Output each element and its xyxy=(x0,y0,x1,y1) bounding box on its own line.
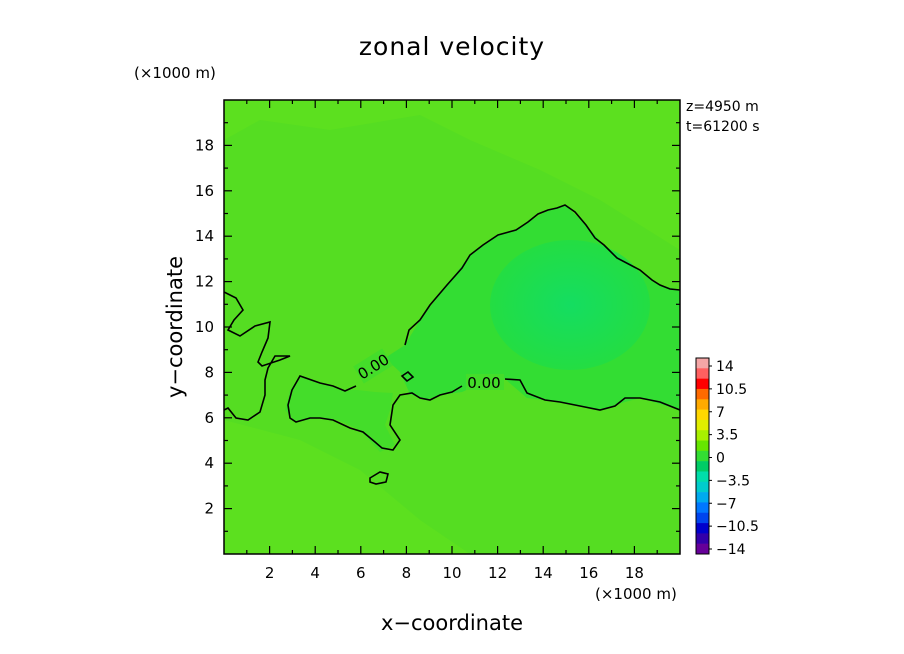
y-tick-label: 16 xyxy=(195,182,214,200)
field-patch-positive xyxy=(224,420,470,554)
x-axis-title: x−coordinate xyxy=(381,611,523,635)
colorbar-swatch xyxy=(696,430,709,441)
colorbar-label: 10.5 xyxy=(716,382,747,398)
y-tick-label: 2 xyxy=(204,500,214,518)
y-tick-label: 6 xyxy=(204,409,214,427)
x-axis: 2 4 6 8 10 12 14 16 18 xyxy=(246,100,658,582)
y-tick-label: 12 xyxy=(195,273,214,291)
colorbar-swatch xyxy=(696,543,709,555)
colorbar-label: −10.5 xyxy=(716,519,759,535)
chart-title: zonal velocity xyxy=(359,32,545,61)
colorbar-label: 0 xyxy=(716,451,725,467)
contour-line-mid xyxy=(287,375,463,451)
colorbar-swatch xyxy=(696,471,709,483)
x-axis-unit: (×1000 m) xyxy=(595,585,677,603)
field-patch-positive xyxy=(224,100,680,250)
colorbar-swatch xyxy=(696,512,709,524)
contour-line-lower xyxy=(504,378,680,411)
colorbar-swatch xyxy=(696,461,709,472)
contour-line-small-loop xyxy=(369,471,389,485)
colorbar-swatch xyxy=(696,419,709,431)
heatmap-field: 0.00 0.00 xyxy=(224,100,680,554)
colorbar-label: 14 xyxy=(716,359,734,375)
colorbar-swatch xyxy=(696,399,709,410)
colorbar-swatch xyxy=(696,409,709,421)
y-tick-label: 10 xyxy=(195,318,214,336)
x-tick-label: 18 xyxy=(625,564,644,582)
colorbar-swatch xyxy=(696,481,709,493)
colorbar-swatch xyxy=(696,440,709,452)
colorbar-swatch xyxy=(696,368,709,379)
colorbar-swatch xyxy=(696,358,709,369)
colorbar-swatch xyxy=(696,388,709,400)
contour-label: 0.00 xyxy=(467,374,500,392)
field-core-negative xyxy=(490,240,650,370)
x-tick-label: 16 xyxy=(579,564,598,582)
colorbar-swatch xyxy=(696,523,709,534)
y-axis-title: y−coordinate xyxy=(163,256,187,398)
colorbar-swatch xyxy=(696,533,709,544)
x-tick-label: 2 xyxy=(265,564,275,582)
x-tick-label: 8 xyxy=(402,564,412,582)
colorbar-swatch xyxy=(696,378,709,390)
contour-line-main xyxy=(404,204,680,346)
colorbar: 14 10.5 7 3.5 0 −3.5 −7 −10.5 −14 xyxy=(695,357,759,558)
x-tick-label: 12 xyxy=(488,564,507,582)
colorbar-swatch xyxy=(696,450,709,462)
contour-line-small-loop xyxy=(400,370,415,383)
y-tick-label: 4 xyxy=(204,454,214,472)
colorbar-label: 7 xyxy=(716,405,725,421)
colorbar-label: −3.5 xyxy=(716,473,750,489)
annotation-t: t=61200 s xyxy=(686,119,760,135)
colorbar-label: 3.5 xyxy=(716,428,738,444)
annotation-z: z=4950 m xyxy=(686,99,759,115)
colorbar-swatch xyxy=(696,502,709,514)
colorbar-frame xyxy=(695,357,710,555)
colorbar-label: −7 xyxy=(716,496,737,512)
x-tick-label: 4 xyxy=(310,564,320,582)
y-tick-label: 8 xyxy=(204,363,214,381)
colorbar-label: −14 xyxy=(716,542,746,558)
y-axis: 2 4 6 8 10 12 14 16 18 xyxy=(195,122,680,532)
y-tick-label: 14 xyxy=(195,227,214,245)
field-region-negative xyxy=(285,376,395,452)
y-axis-unit: (×1000 m) xyxy=(134,64,216,82)
y-tick-label: 18 xyxy=(195,136,214,154)
x-tick-label: 6 xyxy=(356,564,366,582)
x-tick-label: 10 xyxy=(442,564,461,582)
contour-lines xyxy=(224,204,680,485)
colorbar-swatch xyxy=(696,492,709,503)
x-tick-label: 14 xyxy=(534,564,553,582)
